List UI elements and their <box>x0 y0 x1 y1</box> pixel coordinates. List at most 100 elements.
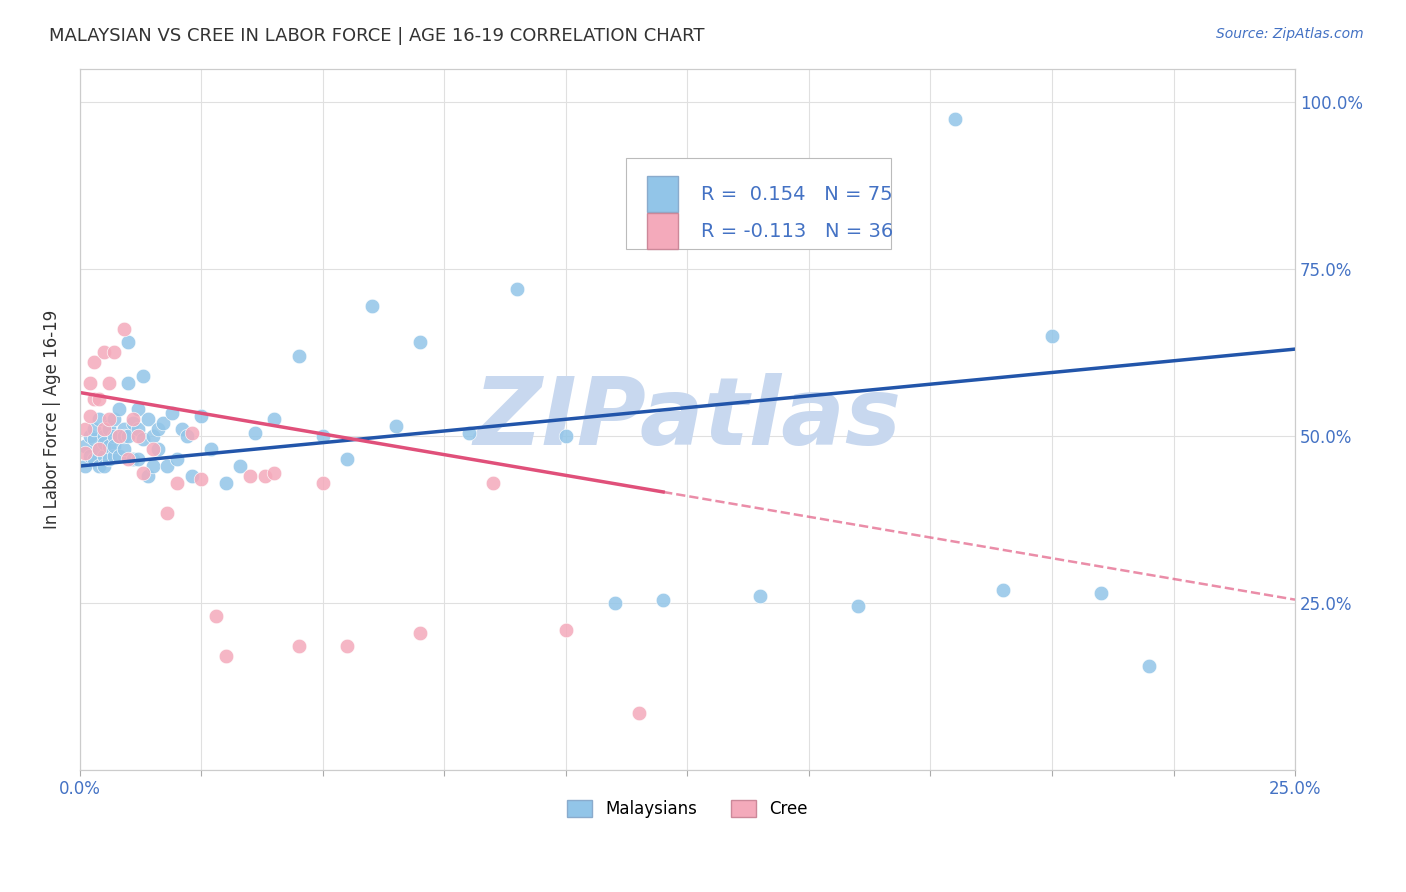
Point <box>127 422 149 436</box>
Text: Source: ZipAtlas.com: Source: ZipAtlas.com <box>1216 27 1364 41</box>
Point <box>98 422 121 436</box>
Point <box>117 376 139 390</box>
Point <box>79 449 101 463</box>
Point <box>107 429 129 443</box>
Point <box>112 422 135 436</box>
Point <box>83 422 105 436</box>
Point <box>98 412 121 426</box>
Point <box>89 442 111 457</box>
Point <box>132 432 155 446</box>
Point <box>122 412 145 426</box>
Point <box>112 442 135 457</box>
Point <box>409 626 432 640</box>
Point <box>122 416 145 430</box>
Point <box>239 469 262 483</box>
Point <box>93 435 115 450</box>
Point <box>98 419 121 434</box>
Point <box>652 592 675 607</box>
Point <box>312 429 335 443</box>
Point <box>1040 328 1063 343</box>
Point <box>93 429 115 443</box>
Point <box>117 452 139 467</box>
Point <box>98 452 121 467</box>
Point <box>89 458 111 473</box>
Point <box>176 429 198 443</box>
Point <box>555 623 578 637</box>
Point <box>73 445 96 459</box>
Point <box>287 349 309 363</box>
Point <box>160 406 183 420</box>
Point <box>142 429 165 443</box>
Point <box>73 422 96 436</box>
Point <box>103 449 125 463</box>
Point <box>146 422 169 436</box>
Y-axis label: In Labor Force | Age 16-19: In Labor Force | Age 16-19 <box>44 310 60 529</box>
Point <box>73 439 96 453</box>
Point <box>83 355 105 369</box>
Text: ZIPatlas: ZIPatlas <box>474 373 901 466</box>
Legend: Malaysians, Cree: Malaysians, Cree <box>561 793 814 825</box>
Point <box>215 649 238 664</box>
Point <box>132 466 155 480</box>
Point <box>107 429 129 443</box>
Point <box>253 469 276 483</box>
Text: MALAYSIAN VS CREE IN LABOR FORCE | AGE 16-19 CORRELATION CHART: MALAYSIAN VS CREE IN LABOR FORCE | AGE 1… <box>49 27 704 45</box>
Point <box>117 335 139 350</box>
Point <box>83 452 105 467</box>
Point <box>127 402 149 417</box>
Point <box>263 412 285 426</box>
Point <box>142 442 165 457</box>
Point <box>79 429 101 443</box>
Point <box>287 640 309 654</box>
Point <box>117 429 139 443</box>
Point <box>112 322 135 336</box>
Point <box>409 335 432 350</box>
Point <box>93 458 115 473</box>
Point <box>166 452 188 467</box>
Point <box>506 282 529 296</box>
Point <box>136 469 159 483</box>
Point <box>89 392 111 407</box>
Point <box>312 475 335 490</box>
Point <box>190 409 212 423</box>
Point <box>83 392 105 407</box>
Point <box>243 425 266 440</box>
Point <box>83 432 105 446</box>
Point <box>360 299 382 313</box>
Point <box>127 429 149 443</box>
Point <box>482 475 505 490</box>
Point <box>107 449 129 463</box>
Point <box>112 429 135 443</box>
Point <box>627 706 650 721</box>
Point <box>98 439 121 453</box>
Point <box>205 609 228 624</box>
Point <box>180 469 202 483</box>
Point <box>89 442 111 457</box>
Point <box>336 452 359 467</box>
Point <box>136 412 159 426</box>
Point <box>385 419 408 434</box>
Point <box>107 402 129 417</box>
Text: R =  0.154   N = 75: R = 0.154 N = 75 <box>700 185 893 204</box>
Point <box>457 425 479 440</box>
Text: R = -0.113   N = 36: R = -0.113 N = 36 <box>700 222 893 241</box>
Point <box>200 442 222 457</box>
Point <box>336 640 359 654</box>
Point <box>103 429 125 443</box>
Point <box>146 442 169 457</box>
Point <box>93 345 115 359</box>
Point <box>846 599 869 614</box>
Point <box>79 409 101 423</box>
Point <box>229 458 252 473</box>
Point <box>103 412 125 426</box>
Point <box>156 506 179 520</box>
Point <box>98 376 121 390</box>
Point <box>93 422 115 436</box>
Point <box>190 472 212 486</box>
Point <box>73 458 96 473</box>
Point <box>603 596 626 610</box>
Point <box>132 368 155 383</box>
Point <box>122 452 145 467</box>
Point <box>215 475 238 490</box>
Point <box>156 458 179 473</box>
